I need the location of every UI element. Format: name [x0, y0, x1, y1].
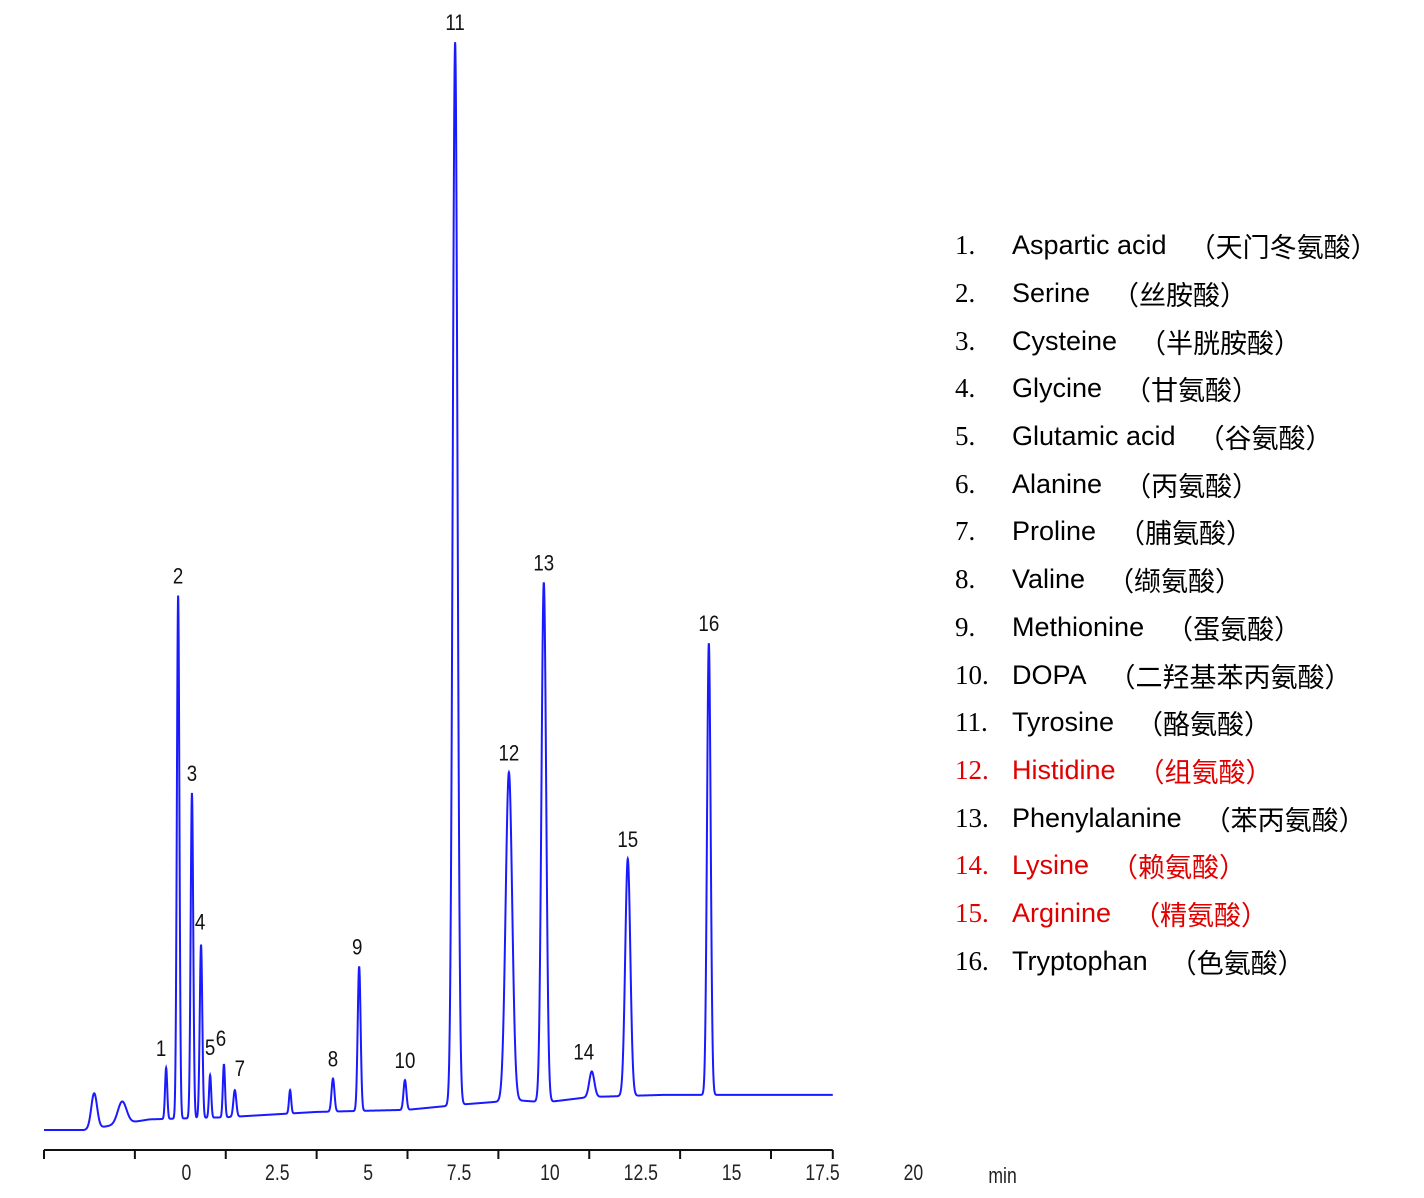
x-tick-label: 7.5 — [447, 1161, 471, 1185]
legend-chinese-name: （丝胺酸） — [1112, 281, 1248, 313]
legend-chinese-name: （丙氨酸） — [1124, 471, 1260, 503]
peak-label-14: 14 — [573, 1041, 594, 1065]
legend-name: Tryptophan — [1012, 945, 1148, 976]
legend-name: Phenylalanine — [1012, 802, 1182, 833]
legend-number: 4. — [955, 373, 976, 404]
legend-chinese-name: （二羟基苯丙氨酸） — [1108, 662, 1352, 694]
legend-name: Arginine — [1012, 897, 1112, 928]
peak-label-9: 9 — [352, 936, 362, 960]
peak-label-2: 2 — [173, 565, 183, 589]
x-tick-label: 10 — [540, 1161, 560, 1185]
x-tick-label: 20 — [904, 1161, 924, 1185]
peak-label-12: 12 — [499, 742, 520, 766]
legend-number: 5. — [955, 421, 976, 452]
legend-number: 15. — [955, 897, 989, 928]
legend-chinese-name: （蛋氨酸） — [1166, 614, 1302, 646]
legend-item: 1. Aspartic acid （天门冬氨酸） — [955, 222, 1378, 270]
legend-name: Lysine — [1012, 850, 1090, 881]
legend-name: Aspartic acid — [1012, 230, 1167, 261]
legend-name: Valine — [1012, 564, 1086, 595]
legend-number: 8. — [955, 564, 976, 595]
x-tick-label: 12.5 — [624, 1161, 658, 1185]
legend-number: 6. — [955, 468, 976, 499]
legend: 1. Aspartic acid （天门冬氨酸） 2. Serine （丝胺酸） 3. Cys… — [955, 222, 1378, 985]
legend-chinese-name: （赖氨酸） — [1111, 853, 1247, 885]
legend-chinese-name: （组氨酸） — [1137, 757, 1273, 789]
x-tick-label: 0 — [182, 1161, 192, 1185]
peak-label-11: 11 — [445, 12, 464, 36]
peak-label-1: 1 — [156, 1038, 166, 1062]
peak-label-4: 4 — [195, 911, 205, 935]
legend-number: 7. — [955, 516, 976, 547]
legend-number: 10. — [955, 659, 989, 690]
x-axis-title: min — [988, 1164, 1016, 1188]
legend-number: 2. — [955, 278, 976, 309]
legend-number: 3. — [955, 325, 976, 356]
legend-name: Methionine — [1012, 611, 1145, 642]
legend-number: 14. — [955, 850, 989, 881]
legend-item: 13. Phenylalanine （苯丙氨酸） — [955, 794, 1378, 842]
legend-item: 16. Tryptophan （色氨酸） — [955, 937, 1378, 985]
legend-item: 15. Arginine （精氨酸） — [955, 890, 1378, 938]
legend-chinese-name: （脯氨酸） — [1118, 519, 1254, 551]
legend-name: Glutamic acid — [1012, 421, 1176, 452]
x-tick-label: 15 — [722, 1161, 742, 1185]
chromatogram-trace — [44, 42, 833, 1131]
legend-chinese-name: （色氨酸） — [1169, 948, 1305, 980]
peak-label-10: 10 — [395, 1050, 416, 1074]
legend-chinese-name: （半胱胺酸） — [1139, 328, 1302, 360]
legend-item: 9. Methionine （蛋氨酸） — [955, 604, 1378, 652]
legend-item: 8. Valine （缬氨酸） — [955, 556, 1378, 604]
peak-label-6: 6 — [216, 1028, 226, 1052]
legend-item: 3. Cysteine （半胱胺酸） — [955, 317, 1378, 365]
x-tick-label: 17.5 — [805, 1161, 839, 1185]
legend-number: 12. — [955, 754, 989, 785]
legend-name: Glycine — [1012, 373, 1103, 404]
legend-item: 7. Proline （脯氨酸） — [955, 508, 1378, 556]
peak-label-3: 3 — [187, 763, 197, 787]
peak-label-8: 8 — [328, 1048, 338, 1072]
legend-chinese-name: （酪氨酸） — [1136, 710, 1272, 742]
legend-item: 12. Histidine （组氨酸） — [955, 747, 1378, 795]
legend-number: 13. — [955, 802, 989, 833]
peak-label-15: 15 — [617, 829, 638, 853]
legend-name: Proline — [1012, 516, 1097, 547]
legend-chinese-name: （苯丙氨酸） — [1203, 805, 1366, 837]
x-tick-label: 5 — [363, 1161, 373, 1185]
legend-number: 9. — [955, 611, 976, 642]
peak-label-13: 13 — [533, 552, 554, 576]
legend-name: Cysteine — [1012, 325, 1118, 356]
legend-item: 4. Glycine （甘氨酸） — [955, 365, 1378, 413]
legend-number: 11. — [955, 707, 988, 738]
peak-label-5: 5 — [205, 1037, 215, 1061]
legend-name: Serine — [1012, 278, 1091, 309]
legend-item: 10. DOPA （二羟基苯丙氨酸） — [955, 651, 1378, 699]
legend-chinese-name: （精氨酸） — [1133, 900, 1269, 932]
legend-name: Tyrosine — [1012, 707, 1115, 738]
legend-number: 16. — [955, 945, 989, 976]
legend-number: 1. — [955, 230, 976, 261]
legend-name: Histidine — [1012, 754, 1116, 785]
legend-item: 11. Tyrosine （酪氨酸） — [955, 699, 1378, 747]
peak-label-7: 7 — [235, 1058, 245, 1082]
legend-chinese-name: （天门冬氨酸） — [1188, 233, 1378, 265]
legend-item: 6. Alanine （丙氨酸） — [955, 460, 1378, 508]
legend-chinese-name: （甘氨酸） — [1124, 376, 1260, 408]
legend-name: DOPA — [1012, 659, 1087, 690]
peak-label-16: 16 — [698, 613, 719, 637]
legend-name: Alanine — [1012, 468, 1103, 499]
x-tick-label: 2.5 — [265, 1161, 289, 1185]
legend-item: 5. Glutamic acid （谷氨酸） — [955, 413, 1378, 461]
legend-chinese-name: （缬氨酸） — [1107, 567, 1243, 599]
legend-chinese-name: （谷氨酸） — [1197, 424, 1333, 456]
legend-item: 14. Lysine （赖氨酸） — [955, 842, 1378, 890]
legend-item: 2. Serine （丝胺酸） — [955, 270, 1378, 318]
